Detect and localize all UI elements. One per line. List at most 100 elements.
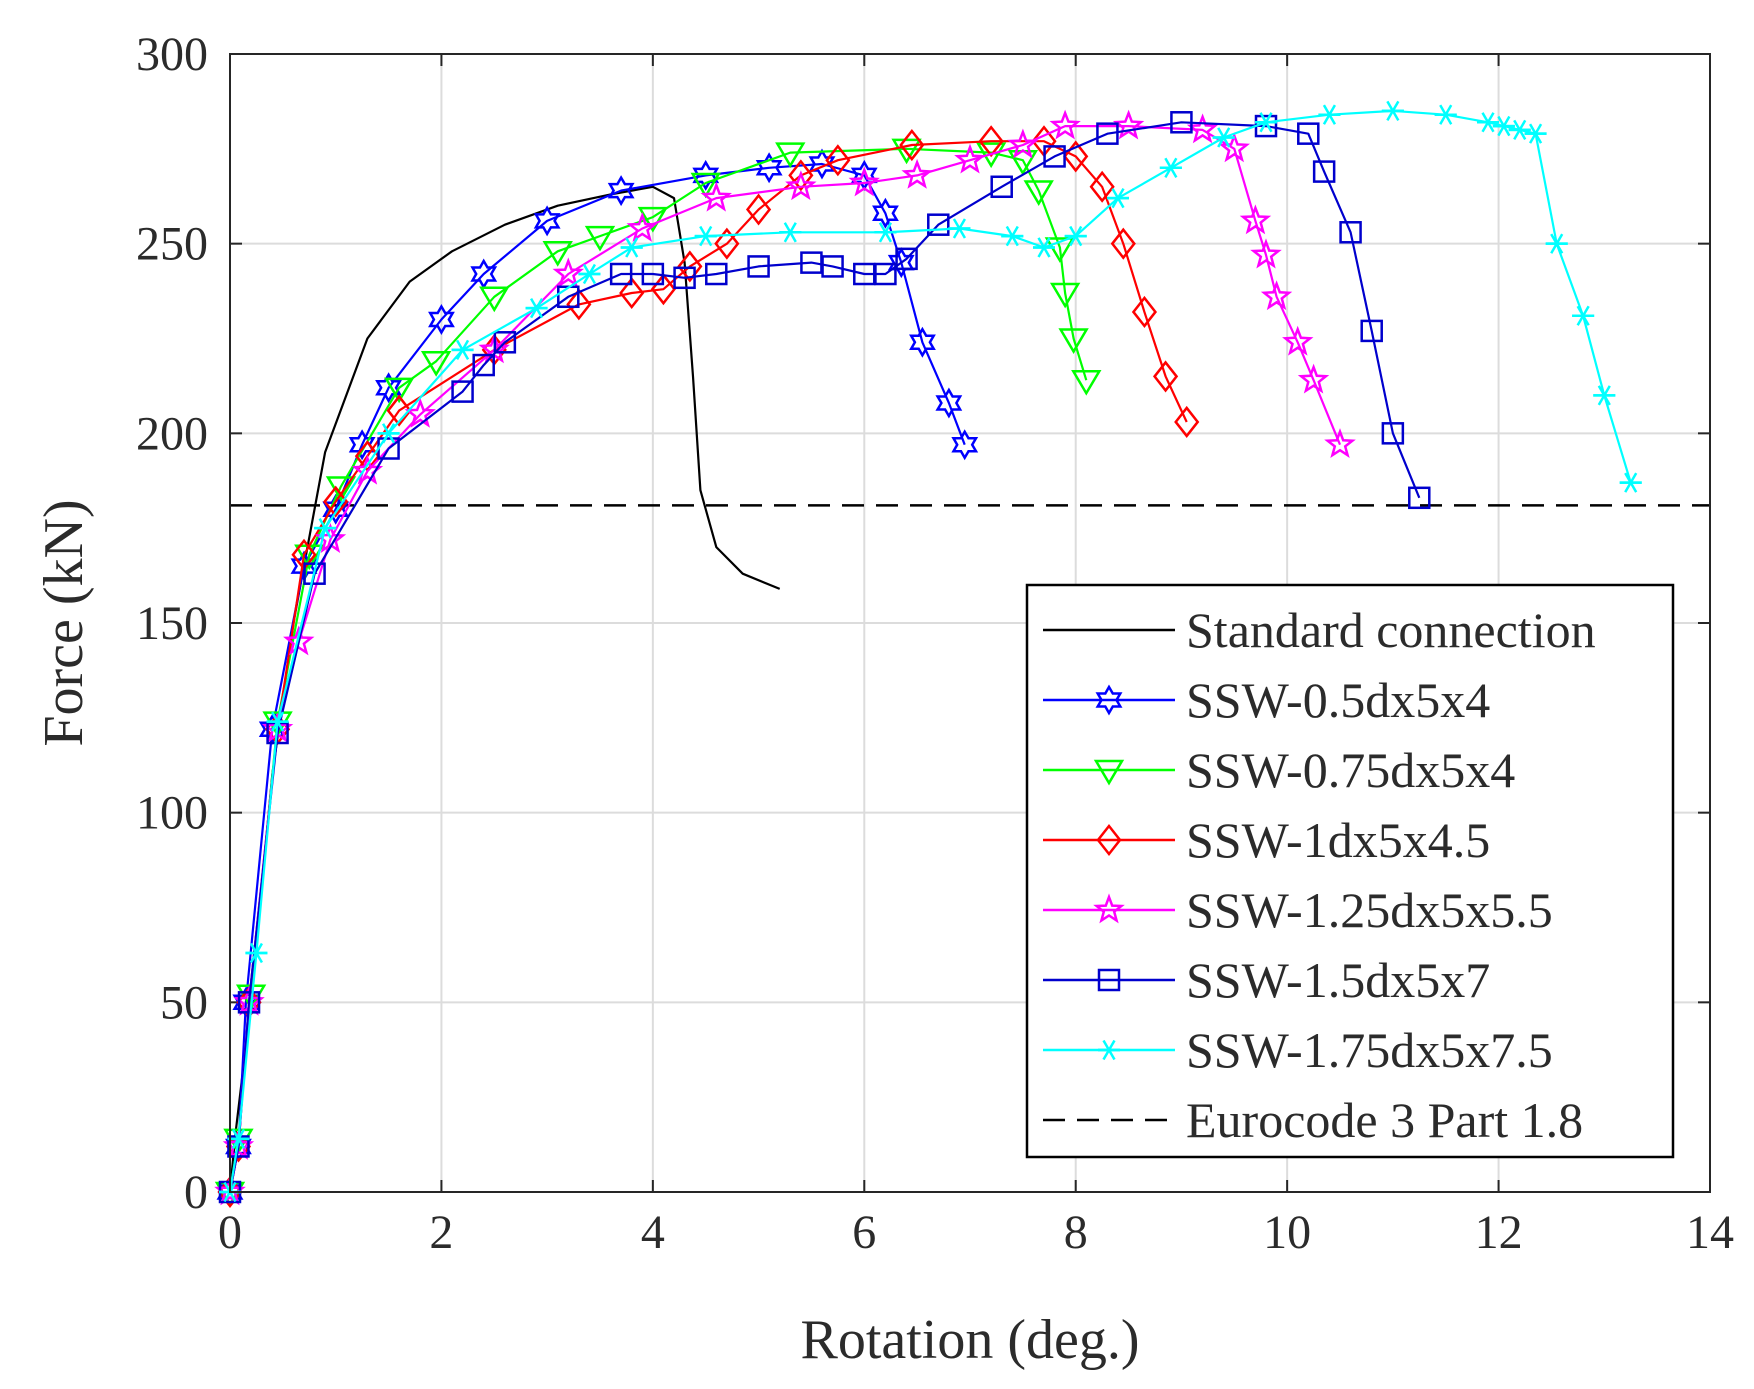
data-point (690, 172, 721, 199)
data-point (451, 339, 474, 361)
data-point (1044, 237, 1076, 263)
data-point (1049, 109, 1081, 140)
data-point (479, 286, 510, 313)
data-point (303, 562, 326, 585)
data-point (1318, 104, 1341, 125)
series-line (228, 125, 1342, 1193)
x-axis-label: Rotation (deg.) (800, 1309, 1139, 1371)
legend-label: SSW-1.75dx5x7.5 (1186, 1022, 1553, 1078)
x-tick-label: 12 (1475, 1206, 1523, 1259)
y-tick-label: 200 (136, 407, 208, 460)
data-point (808, 148, 836, 180)
data-point (874, 222, 897, 243)
legend-entry: SSW-1.75dx5x7.5 (1043, 1022, 1553, 1078)
data-point (1097, 968, 1121, 992)
data-point (637, 206, 669, 233)
data-point (323, 485, 349, 518)
data-point (785, 170, 817, 201)
data-point (895, 247, 918, 271)
data-point (705, 262, 728, 286)
data-point (1250, 238, 1282, 269)
data-point (420, 351, 452, 377)
x-tick-label: 10 (1263, 1206, 1311, 1259)
data-point (1007, 128, 1039, 159)
legend-label: SSW-0.5dx5x4 (1186, 672, 1490, 728)
data-point (404, 397, 436, 428)
data-point (874, 262, 897, 286)
data-point (1170, 111, 1193, 134)
data-point (694, 225, 717, 247)
data-point (1492, 115, 1515, 137)
y-tick-label: 300 (136, 28, 208, 81)
y-tick-label: 100 (136, 787, 208, 840)
data-point (1107, 187, 1129, 209)
legend-entry: SSW-0.75dx5x4 (1043, 742, 1515, 798)
data-point (1186, 113, 1219, 144)
data-point (1545, 233, 1568, 254)
data-point (1619, 472, 1642, 493)
data-point (1159, 157, 1182, 178)
data-point (584, 225, 616, 252)
legend-entry: Standard connection (1043, 602, 1596, 658)
data-point (899, 129, 925, 162)
data-point (1098, 1039, 1120, 1061)
series-layer (214, 100, 1710, 1209)
data-point (1434, 104, 1457, 125)
data-point (451, 380, 474, 403)
y-tick-label: 0 (184, 1166, 208, 1219)
legend-label: SSW-1.5dx5x7 (1186, 952, 1490, 1008)
data-point (755, 152, 783, 184)
data-point (1324, 428, 1356, 459)
plot-frame (229, 53, 1711, 1193)
data-point (533, 205, 561, 237)
data-point (283, 625, 315, 656)
data-point (1110, 227, 1136, 260)
data-point (383, 377, 415, 404)
legend-label: SSW-1.25dx5x5.5 (1186, 882, 1553, 938)
data-point (779, 222, 802, 243)
data-point (990, 175, 1013, 199)
data-point (1049, 282, 1081, 309)
data-point (552, 257, 584, 288)
data-point (428, 303, 455, 336)
data-point (673, 266, 696, 290)
data-point (1093, 759, 1125, 786)
data-point (619, 276, 645, 310)
x-tick-label: 0 (218, 1206, 242, 1259)
data-point (641, 262, 665, 286)
data-point (1212, 127, 1235, 148)
grid (230, 54, 1710, 1192)
data-point (909, 326, 936, 358)
data-point (1112, 109, 1145, 140)
data-point (954, 143, 986, 174)
data-point (714, 227, 740, 260)
y-axis-label: Force (kN) (33, 499, 95, 746)
legend: Standard connection SSW-0.5dx5x4 SSW-0.75d… (1025, 583, 1675, 1159)
data-point (1093, 893, 1125, 924)
data-point (1408, 486, 1431, 510)
x-tick-label: 2 (429, 1206, 453, 1259)
data-point (609, 262, 633, 286)
x-tick-label: 8 (1064, 1206, 1088, 1259)
data-point (1339, 221, 1362, 244)
data-point (948, 218, 971, 239)
data-point (747, 255, 770, 278)
data-point (887, 247, 915, 279)
data-point (472, 353, 495, 377)
legend-label: Standard connection (1186, 602, 1596, 658)
data-point (525, 298, 548, 319)
data-point (1260, 280, 1293, 311)
data-point (386, 394, 412, 427)
legend-entry: SSW-1.25dx5x5.5 (1043, 882, 1553, 938)
data-point (935, 387, 963, 419)
legend-label: Eurocode 3 Part 1.8 (1186, 1092, 1583, 1148)
data-point (1174, 405, 1200, 438)
y-tick-label: 250 (136, 218, 208, 271)
data-point (1255, 112, 1277, 133)
data-point (1477, 112, 1499, 133)
data-point (700, 181, 732, 212)
data-point (1089, 170, 1115, 203)
data-point (951, 429, 979, 461)
data-point (1043, 145, 1066, 168)
